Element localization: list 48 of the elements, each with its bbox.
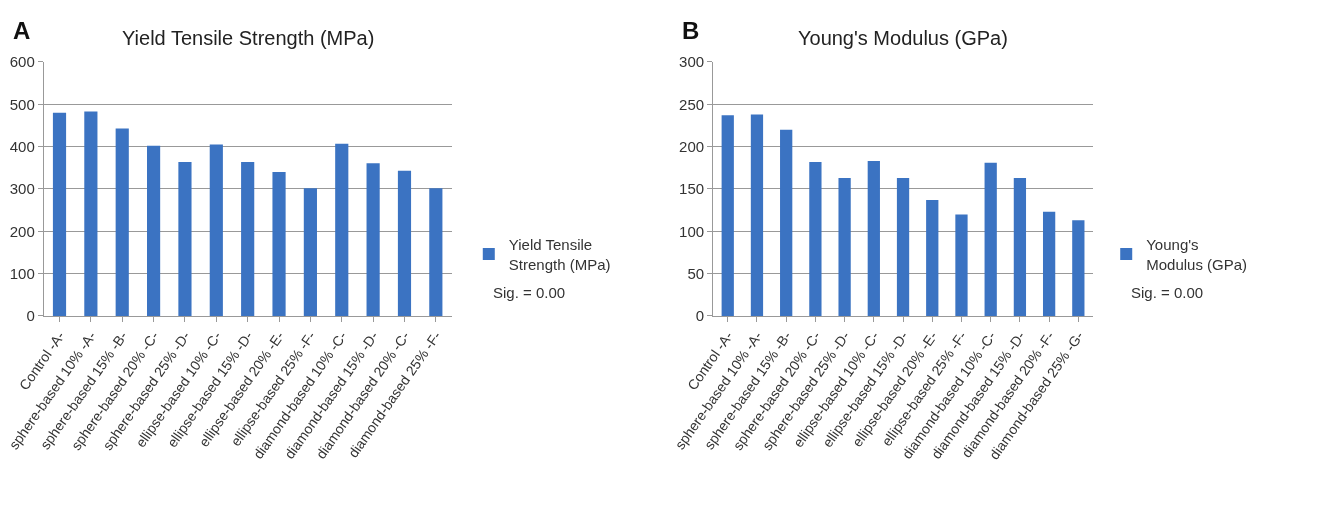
legend-label: Yield Tensile Strength (MPa) (508, 236, 611, 273)
bar (1042, 211, 1056, 316)
y-tick-label: 0 (26, 307, 35, 325)
bar (303, 188, 317, 316)
y-tick-label: 300 (9, 180, 35, 198)
chart-title: Young's Modulus (GPa) (798, 27, 1008, 49)
bar (366, 163, 380, 316)
bar (780, 129, 793, 316)
y-tick-label: 200 (679, 137, 705, 155)
bar (955, 214, 968, 316)
text: Sig. = 0.00 (1131, 284, 1204, 301)
bar (896, 177, 910, 316)
bar (115, 128, 129, 316)
bar (984, 162, 997, 316)
bar (52, 112, 67, 316)
y-tick-label: 600 (9, 53, 35, 71)
text: A (13, 17, 31, 44)
y-tick-label: 400 (9, 137, 35, 155)
bar (721, 115, 734, 316)
bar (429, 188, 443, 316)
bar (809, 161, 822, 316)
bar (335, 143, 349, 316)
bar (241, 161, 255, 316)
bar (867, 161, 880, 316)
y-tick-label: 50 (687, 264, 705, 282)
text: Sig. = 0.00 (493, 284, 566, 301)
chart-title: Yield Tensile Strength (MPa) (122, 27, 375, 49)
y-tick-label: 100 (679, 222, 705, 240)
text: B (682, 17, 700, 44)
y-tick-label: 100 (9, 264, 35, 282)
y-tick-label: 500 (9, 95, 35, 113)
y-tick-label: 250 (679, 95, 705, 113)
y-tick-label: 0 (695, 307, 705, 325)
bar (838, 177, 851, 316)
bar (178, 161, 192, 316)
bar (1013, 177, 1027, 316)
bar (397, 170, 412, 316)
bar (750, 114, 764, 316)
bar (209, 144, 223, 316)
bar (147, 145, 161, 316)
y-tick-label: 200 (9, 222, 35, 240)
bar (84, 111, 98, 316)
bar (926, 199, 939, 316)
bar (1072, 220, 1085, 316)
y-tick-label: 150 (679, 180, 705, 198)
bar (272, 172, 286, 316)
y-tick-label: 300 (679, 53, 705, 71)
legend-label: Young's Modulus (GPa) (1146, 236, 1248, 273)
